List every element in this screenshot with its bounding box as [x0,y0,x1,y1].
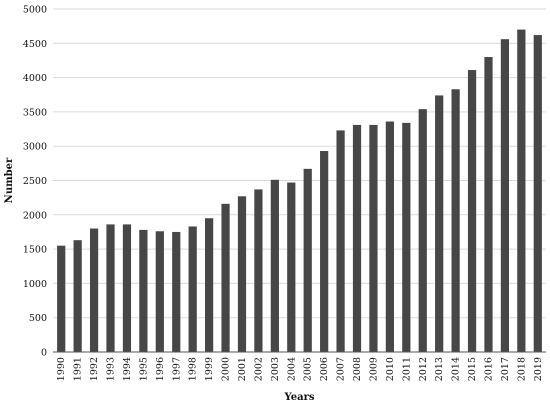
x-tick-label: 2012 [418,357,429,381]
bar [172,231,181,352]
bar [320,151,329,352]
bar [435,95,444,352]
x-tick-label: 2010 [385,357,396,381]
bar [287,182,296,352]
bar [205,218,214,352]
bar [139,229,148,352]
bar [369,124,378,353]
bar [106,224,115,352]
bars [57,29,542,353]
x-tick-label: 2009 [368,357,379,381]
x-tick-label: 2019 [533,357,544,381]
x-tick-label: 2001 [237,357,248,381]
gridlines [53,8,546,319]
x-tick-label: 2013 [434,357,445,381]
y-tick-label: 2500 [23,176,47,187]
y-tick-label: 5000 [23,5,47,16]
bar [402,122,411,352]
x-tick-label: 2008 [352,357,363,381]
x-tick-label: 2000 [221,357,232,381]
x-tick-label: 1998 [188,357,199,381]
x-tick-label: 2005 [303,357,314,381]
bar [385,121,394,352]
bar [451,89,460,353]
x-tick-label: 2007 [336,357,347,381]
x-tick-label: 2004 [286,357,297,381]
x-tick-label: 2017 [500,357,511,381]
x-tick-label: 2002 [253,357,264,381]
y-tick-label: 500 [29,313,47,324]
bar [237,196,247,352]
bar [484,57,493,353]
x-tick-label: 2014 [451,357,462,381]
x-tick-label: 2003 [270,357,281,381]
x-tick-label: 1996 [155,357,166,381]
y-tick-label: 3500 [23,107,47,118]
x-tick-label: 1995 [138,357,149,381]
bar [122,224,132,352]
x-tick-labels: 1990 1991 1992 1993 1994 1995 1996 1997 1998 1999… [56,357,544,381]
x-tick-label: 1999 [204,357,215,381]
y-tick-label: 4500 [23,39,47,50]
x-tick-label: 1993 [106,357,117,381]
y-tick-label: 1500 [23,245,47,256]
y-tick-label: 2000 [23,210,47,221]
bar [188,226,197,352]
bar [418,109,427,352]
y-tick-label: 3000 [23,142,47,153]
x-tick-label: 1997 [171,357,182,381]
y-tick-labels: 0 500 1000 1500 2000 2500 3000 3500 4000 4500 5000 [23,5,47,359]
bar [533,35,542,353]
bar [73,240,82,352]
x-tick-label: 1994 [122,357,133,381]
y-axis-title: Number [4,157,15,203]
bar [517,29,526,353]
bar [352,124,362,353]
bar [254,189,263,352]
bar [57,245,66,352]
bar [155,231,164,352]
x-tick-label: 2015 [467,357,478,381]
x-tick-label: 1990 [56,357,67,381]
bar [303,168,312,352]
y-tick-label: 1000 [23,279,47,290]
x-tick-label: 2018 [516,357,527,381]
x-tick-label: 1991 [73,357,84,381]
y-tick-label: 4000 [23,73,47,84]
x-tick-label: 2016 [483,357,494,381]
x-tick-label: 2006 [319,357,330,381]
bar [89,228,99,352]
y-tick-label: 0 [41,348,47,359]
bar [467,70,477,352]
bar [221,203,230,352]
x-tick-label: 1992 [89,357,100,381]
x-axis-title: Years [283,392,314,403]
bar [500,39,510,353]
bar [270,179,279,352]
bar [336,130,345,352]
x-tick-label: 2011 [401,357,412,381]
